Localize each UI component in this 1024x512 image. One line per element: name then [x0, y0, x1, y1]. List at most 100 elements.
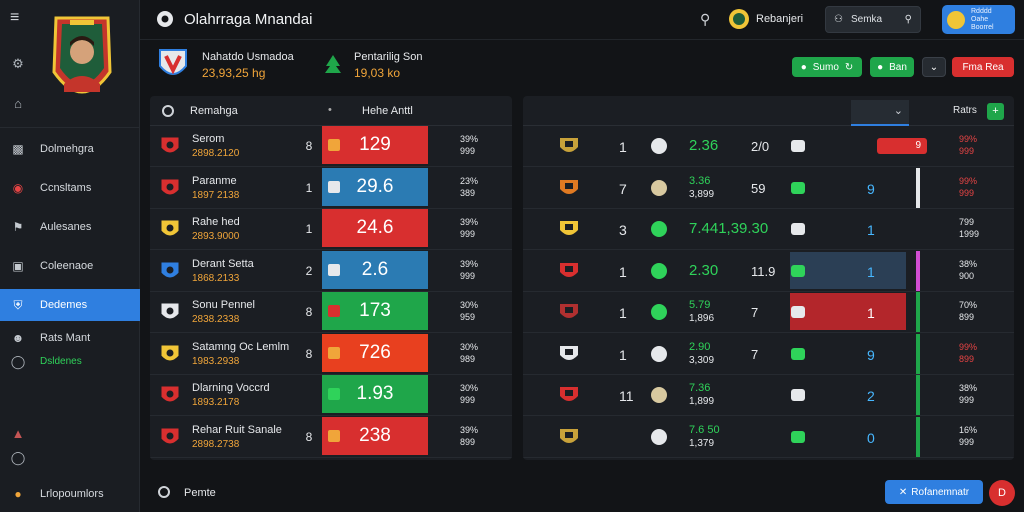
sidebar-item-rats-mant[interactable]: ☻ Rats Mant [0, 322, 140, 354]
action-button-red[interactable]: Fma Rea [952, 57, 1014, 77]
rate-label: 38% [959, 258, 978, 269]
team-crest-icon [560, 387, 578, 401]
big-value: 2 [867, 388, 875, 404]
sidebar-item-dolmehgra[interactable]: ▩ Dolmehgra [0, 133, 140, 165]
flag-icon: ⚑ [12, 220, 24, 234]
value-bar[interactable]: 129 [322, 126, 428, 164]
globe-icon[interactable]: ◯ [10, 354, 26, 369]
table-row[interactable]: Rahe hed 2893.9000 1 24.6 39% 999 [150, 209, 512, 250]
chip-icon [328, 139, 340, 151]
chip-icon [328, 346, 340, 359]
percent-sub: 999 [460, 270, 476, 281]
value-bar[interactable]: 24.6 [322, 209, 428, 247]
percent-sub: 999 [460, 229, 476, 239]
primary-action-button[interactable]: ✕ Rofanemnatr [885, 480, 983, 504]
table-row[interactable]: 1 2.36 2/0 9 99% 999 [523, 126, 1014, 167]
big-value: 1 [867, 263, 875, 280]
rate-label: 16% [959, 424, 978, 435]
settings-icon[interactable]: ⚙ [12, 56, 24, 71]
table-row[interactable]: Paranme 1897 2138 1 29.6 23% 389 [150, 167, 512, 209]
table-row[interactable]: 11 7.36 1,899 2 38% 999 [523, 375, 1014, 416]
sidebar-item-ccnsltams[interactable]: ◉ Ccnsltams [0, 172, 140, 204]
table-row[interactable]: 7.6 50 1,379 0 16% 999 [523, 416, 1014, 458]
profile-logo-icon [947, 10, 965, 29]
player-sub: 1983.2938 [192, 355, 240, 367]
value-label: 1.93 [356, 383, 394, 404]
stat-value: 5.79 [689, 299, 711, 311]
sidebar-item-aulesanes[interactable]: ⚑ Aulesanes [0, 211, 140, 243]
help-icon[interactable]: ◯ [10, 450, 26, 465]
value-bar[interactable]: 238 [322, 416, 428, 455]
team-crest-icon [160, 344, 180, 361]
row-number: 1 [619, 139, 627, 155]
stat-sub: 1,896 [689, 313, 715, 324]
table-row[interactable]: Sonu Pennel 2838.2338 8 173 30% 959 [150, 292, 512, 333]
app-logo-icon [157, 11, 173, 27]
add-button[interactable]: + [987, 103, 1004, 120]
menu-icon[interactable]: ≡ [10, 9, 20, 26]
row-marker: 1 [305, 180, 313, 195]
table-row[interactable]: Rehar Ruit Sanale 2898.2738 8 238 39% 899 [150, 416, 512, 458]
action-button-1[interactable]: ● Sumo ↻ [792, 57, 862, 77]
search-input[interactable]: ⚇ Semka ⚲ [825, 6, 921, 33]
table-row[interactable]: Satamng Oc Lemlm 1983.2938 8 726 30% 989 [150, 333, 512, 375]
value-bar[interactable]: 29.6 [322, 167, 428, 206]
value-bar[interactable]: 1.93 [322, 375, 428, 413]
search-icon[interactable]: ⚲ [700, 11, 711, 27]
percent-sub: 959 [460, 312, 476, 322]
mini-crest-icon [651, 387, 667, 403]
table-row[interactable]: 3 7.441,39.30 1 799 1999 [523, 209, 1014, 250]
sidebar-item-coleenaoe[interactable]: ▣ Coleenaoe [0, 250, 140, 282]
row-number: 1 [619, 305, 627, 321]
club-name[interactable]: Rebanjeri [756, 13, 804, 25]
red-badge[interactable]: 9 [877, 138, 927, 154]
rate-sub: 1999 [959, 229, 980, 239]
player-avatar[interactable] [50, 12, 114, 116]
value-bar[interactable]: 2.6 [322, 250, 428, 289]
table-row[interactable]: Serom 2898.2120 8 129 39% 999 [150, 126, 512, 167]
ball-icon: ● [14, 487, 22, 501]
home-icon[interactable]: ⌂ [14, 96, 22, 111]
team-crest-icon [560, 428, 578, 443]
action-button-2[interactable]: ● Ban [870, 57, 914, 77]
status-icon [791, 223, 805, 235]
value-bar[interactable]: 173 [322, 292, 428, 330]
player-sub: 1897 2138 [192, 189, 240, 201]
percent-label: 30% [460, 383, 479, 393]
profile-button[interactable]: Rdddd Oahe Boorrel [942, 5, 1015, 34]
rate-sub: 899 [959, 312, 975, 322]
percent-label: 39% [460, 134, 479, 144]
table-row[interactable]: 1 2.30 11.9 1 38% 900 [523, 250, 1014, 292]
status-icon [791, 181, 805, 194]
info-icon[interactable] [162, 105, 174, 117]
info-icon[interactable] [158, 486, 170, 498]
stat-secondary: 59 [751, 180, 766, 196]
table-row[interactable]: Dlarning Voccrd 1893.2178 1.93 30% 999 [150, 375, 512, 416]
mini-crest-icon [651, 428, 667, 445]
row-number: 3 [619, 222, 627, 238]
club-badge-icon[interactable] [728, 8, 750, 30]
sidebar-item-dedemes[interactable]: ⛨ Dedemes [0, 289, 140, 321]
row-number: 11 [619, 388, 634, 404]
table-row[interactable]: Derant Setta 1868.2133 2 2.6 39% 999 [150, 250, 512, 292]
vertical-bar [916, 375, 920, 415]
user-circle-button[interactable]: D [989, 480, 1015, 506]
value-bar[interactable]: 726 [322, 333, 428, 372]
highlight-bar [790, 293, 906, 330]
sidebar-profile-area: ≡ ⚙ ⌂ [0, 0, 139, 128]
team-crest-icon [560, 221, 578, 235]
bell-icon[interactable]: ▲ [11, 426, 25, 441]
profile-line: Rdddd [971, 7, 992, 15]
sidebar-sub-label[interactable]: Dsldenes [40, 356, 82, 367]
rate-label: 38% [959, 383, 978, 393]
status-icon [791, 264, 805, 277]
tab-chevron[interactable]: ⌄ [851, 100, 909, 126]
value-label: 726 [359, 341, 391, 363]
sidebar-footer-label: Lrlopoumlors [40, 488, 104, 500]
stat-value: 2.90 [689, 340, 711, 353]
table-row[interactable]: 7 3.36 3,899 59 9 99% 999 [523, 167, 1014, 209]
table-row[interactable]: 1 5.79 1,896 7 1 70% 899 [523, 292, 1014, 333]
sidebar-footer-item[interactable]: ● Lrlopoumlors [0, 478, 140, 510]
dropdown-button[interactable]: ⌄ [922, 57, 946, 77]
table-row[interactable]: 1 2.90 3,309 7 9 99% 899 [523, 333, 1014, 375]
